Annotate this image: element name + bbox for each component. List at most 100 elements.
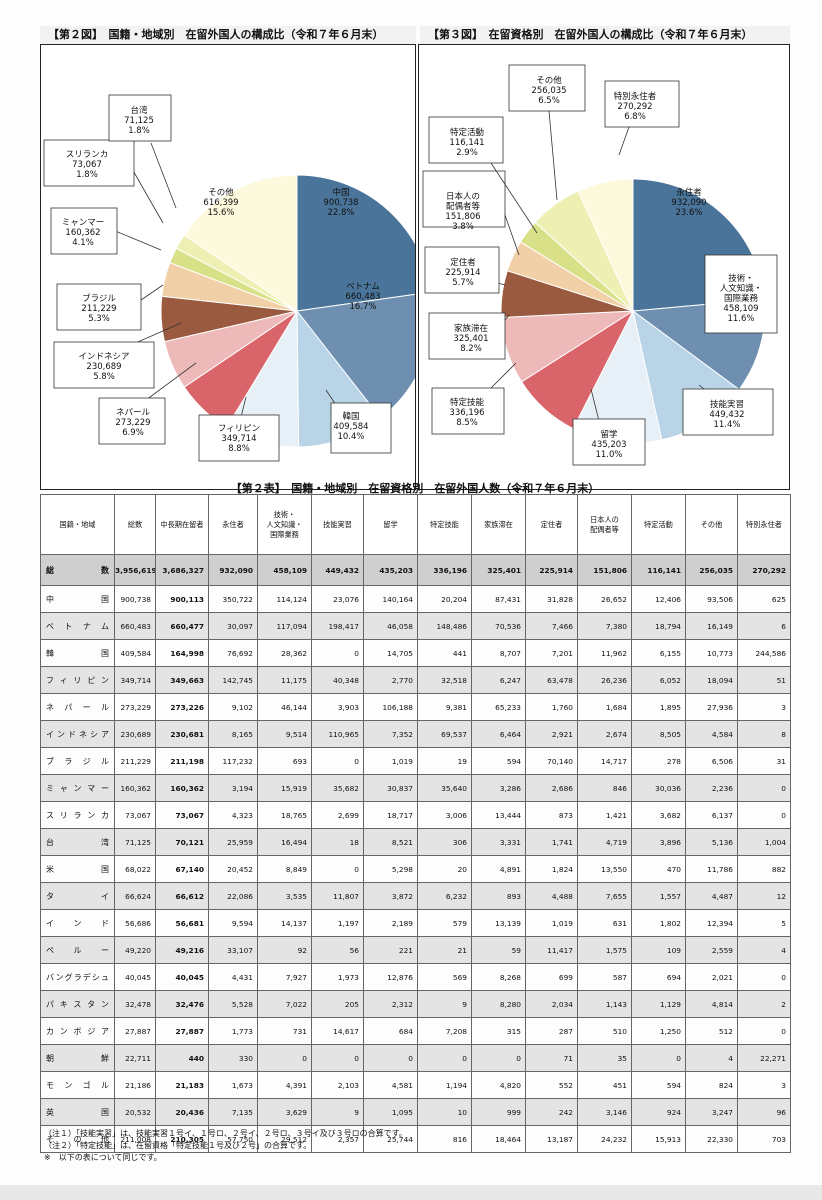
table-row: 韓国 409,584 164,998 76,692 28,362 0 14,705 441 8,…: [40, 639, 791, 667]
cell-10: 1,143: [577, 990, 632, 1018]
cell-5: 110,965: [311, 720, 364, 748]
cell-13: 96: [737, 1098, 791, 1126]
table-total-row: 総 数 3,956,619 3,686,327 932,090 458,109 449,4…: [40, 554, 791, 586]
cell-3: 57,750: [208, 1125, 258, 1153]
fig2-label-box-6: [56, 283, 142, 331]
cell-10: 13,550: [577, 855, 632, 883]
cell-5: 1,973: [311, 963, 364, 991]
cell-1: 56,686: [114, 909, 156, 937]
cell-9: 552: [525, 1071, 578, 1099]
cell-6: 5,298: [363, 855, 418, 883]
cell-2: 349,663: [155, 666, 209, 694]
cell-4: 15,919: [257, 774, 312, 802]
cell-9: 2,921: [525, 720, 578, 748]
row-label: スリランカ: [40, 801, 115, 829]
fig2-label-10-pct: 15.6%: [207, 208, 234, 218]
fig2-label-5-value: 230,689: [86, 362, 121, 372]
cell-5: 2,699: [311, 801, 364, 829]
cell-13: 6: [737, 612, 791, 640]
cell-13: 0: [737, 801, 791, 829]
cell-8: 13,139: [471, 909, 526, 937]
cell-11: 594: [631, 1071, 686, 1099]
cell-12: 4,487: [685, 882, 738, 910]
cell-1: 160,362: [114, 774, 156, 802]
cell-12: 11,786: [685, 855, 738, 883]
cell-6: 1,019: [363, 747, 418, 775]
cell-4: 4,391: [257, 1071, 312, 1099]
cell-1: 211,008: [114, 1125, 156, 1153]
cell-7: 7,208: [417, 1017, 472, 1045]
table-row: ブラジル 211,229 211,198 117,232 693 0 1,019 19 594 7…: [40, 747, 791, 775]
cell-12: 12,394: [685, 909, 738, 937]
cell-8: 59: [471, 936, 526, 964]
cell-3: 22,086: [208, 882, 258, 910]
fig3-label-9-value: 256,035: [531, 86, 566, 96]
cell-11: 0: [631, 1044, 686, 1072]
cell-3: 142,745: [208, 666, 258, 694]
fig2-label-box-8: [43, 139, 135, 187]
cell-5: 1,197: [311, 909, 364, 937]
fig3-label-1-value: 458,109: [723, 304, 758, 314]
fig2-leader-6: [140, 284, 164, 301]
fig3-label-3-pct: 11.0%: [595, 450, 622, 460]
fig2-label-1-label: ベトナム: [346, 282, 380, 292]
cell-11: 6,155: [631, 639, 686, 667]
row-label: パキスタン: [40, 990, 115, 1018]
cell-2: 660,477: [155, 612, 209, 640]
cell-13: 882: [737, 855, 791, 883]
fig3-label-box-1: [704, 254, 778, 334]
cell-1: 27,887: [114, 1017, 156, 1045]
cell-1: 409,584: [114, 639, 156, 667]
table-row: パキスタン 32,478 32,476 5,528 7,022 205 2,312 9 8,28…: [40, 990, 791, 1018]
col-header-7: 特定技能: [417, 494, 472, 555]
cell-10: 3,146: [577, 1098, 632, 1126]
cell-7: 569: [417, 963, 472, 991]
cell-6: 4,581: [363, 1071, 418, 1099]
fig2-label-9-value: 71,125: [124, 116, 154, 126]
cell-12: 824: [685, 1071, 738, 1099]
fig3-leader-9: [548, 110, 558, 201]
row-label: 総 数: [40, 554, 115, 586]
cell-6: 3,872: [363, 882, 418, 910]
table-row: ミャンマー 160,362 160,362 3,194 15,919 35,682 30,8…: [40, 774, 791, 802]
cell-2: 211,198: [155, 747, 209, 775]
fig3-label-7-value: 151,806: [445, 212, 480, 222]
table-row: バングラデシュ 40,045 40,045 4,431 7,927 1,973 12,876…: [40, 963, 791, 991]
fig3-label-7-pct: 3.8%: [452, 222, 474, 232]
cell-8: 4,891: [471, 855, 526, 883]
cell-3: 30,097: [208, 612, 258, 640]
cell-9: 63,478: [525, 666, 578, 694]
cell-11: 1,895: [631, 693, 686, 721]
fig2-label-5-pct: 5.8%: [93, 372, 115, 382]
cell-1: 22,711: [114, 1044, 156, 1072]
cell-5: 205: [311, 990, 364, 1018]
cell-12: 4: [685, 1044, 738, 1072]
cell-12: 10,773: [685, 639, 738, 667]
cell-1: 21,186: [114, 1071, 156, 1099]
fig2-label-box-5: [53, 341, 155, 389]
cell-8: 893: [471, 882, 526, 910]
fig3-label-box-4: [431, 387, 505, 435]
row-label: 朝鮮: [40, 1044, 115, 1072]
cell-9: 13,187: [525, 1125, 578, 1153]
cell-2: 21,183: [155, 1071, 209, 1099]
cell-9: 1,019: [525, 909, 578, 937]
cell-2: 27,887: [155, 1017, 209, 1045]
cell-6: 106,188: [363, 693, 418, 721]
cell-2: 3,686,327: [155, 554, 209, 586]
cell-9: 225,914: [525, 554, 578, 586]
cell-7: 1,194: [417, 1071, 472, 1099]
cell-5: 2,103: [311, 1071, 364, 1099]
cell-7: 6,232: [417, 882, 472, 910]
cell-7: 148,486: [417, 612, 472, 640]
cell-4: 7,927: [257, 963, 312, 991]
fig3-slice-10: [577, 178, 634, 312]
cell-2: 73,067: [155, 801, 209, 829]
cell-9: 4,488: [525, 882, 578, 910]
cell-1: 211,229: [114, 747, 156, 775]
